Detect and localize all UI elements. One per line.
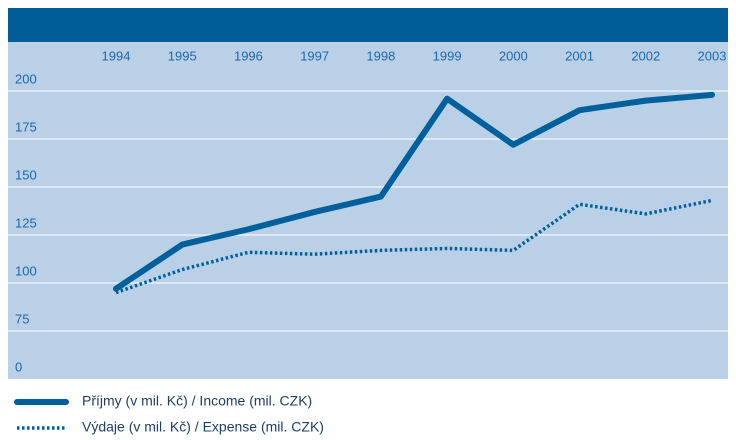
legend-text: Výdaje (v mil. Kč) / Expense (mil. CZK) — [82, 419, 324, 435]
series-line — [113, 91, 715, 292]
y-tick-label: 175 — [15, 119, 37, 134]
x-tick-label: 1998 — [366, 48, 395, 63]
y-tick-label: 200 — [15, 71, 37, 86]
y-tick-label: 150 — [15, 167, 37, 182]
header-band — [8, 8, 728, 42]
x-tick-label: 1994 — [102, 48, 131, 63]
y-tick-label: 125 — [15, 215, 37, 230]
x-tick-label: 2003 — [698, 48, 727, 63]
legend-text: Příjmy (v mil. Kč) / Income (mil. CZK) — [82, 393, 312, 409]
x-tick-label: 2002 — [631, 48, 660, 63]
x-tick-label: 1996 — [234, 48, 263, 63]
x-tick-label: 1995 — [168, 48, 197, 63]
plot-area — [8, 42, 728, 379]
x-tick-label: 2001 — [565, 48, 594, 63]
y-tick-label: 75 — [15, 311, 29, 326]
x-tick-label: 2000 — [499, 48, 528, 63]
x-tick-label: 1997 — [300, 48, 329, 63]
x-tick-label: 1999 — [433, 48, 462, 63]
y-tick-label: 100 — [15, 263, 37, 278]
y-tick-label: 0 — [15, 359, 22, 374]
